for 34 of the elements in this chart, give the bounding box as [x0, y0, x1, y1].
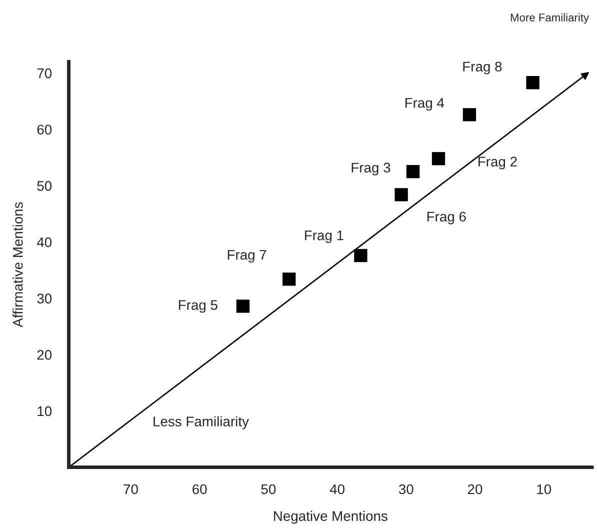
x-tick-label: 70	[124, 484, 138, 494]
text: More Familiarity	[510, 13, 590, 24]
point	[406, 165, 420, 178]
y-tick-label: 40	[36, 237, 52, 248]
y-tick-label: 20	[37, 350, 52, 360]
point	[354, 248, 368, 262]
x-axis-title: Negative Mentions	[274, 510, 388, 524]
point	[394, 188, 408, 202]
y-axis-title: Affirmative Mentions	[12, 202, 23, 328]
y-tick-label: 30	[37, 294, 52, 304]
y-tick-label: 70	[37, 68, 52, 78]
x-tick-label: 60	[192, 484, 207, 494]
x-tick-label: 20	[468, 484, 482, 494]
x-tick-label: 40	[330, 484, 344, 494]
y-tick-label: 60	[37, 124, 52, 135]
point	[462, 108, 476, 122]
annotation: Frag 5	[178, 300, 218, 313]
point	[526, 76, 540, 90]
annotation: Frag 7	[228, 250, 266, 263]
x-tick-label: 50	[261, 484, 276, 494]
x-tick-label: 30	[398, 484, 414, 494]
y-tick-label: 10	[38, 406, 52, 416]
y-tick-label: 50	[37, 181, 52, 191]
annotation: Frag 8	[463, 62, 502, 74]
annotation: Frag 1	[305, 230, 344, 244]
annotation: Frag 6	[427, 212, 466, 224]
point	[282, 272, 296, 286]
annotation: Frag 4	[405, 98, 444, 111]
x-tick-label: 10	[537, 484, 552, 494]
annotation: Frag 3	[352, 162, 390, 176]
point	[236, 300, 250, 313]
point	[432, 152, 446, 166]
annotation: Frag 2	[478, 156, 517, 170]
annotation: Less Familiarity	[154, 416, 249, 430]
